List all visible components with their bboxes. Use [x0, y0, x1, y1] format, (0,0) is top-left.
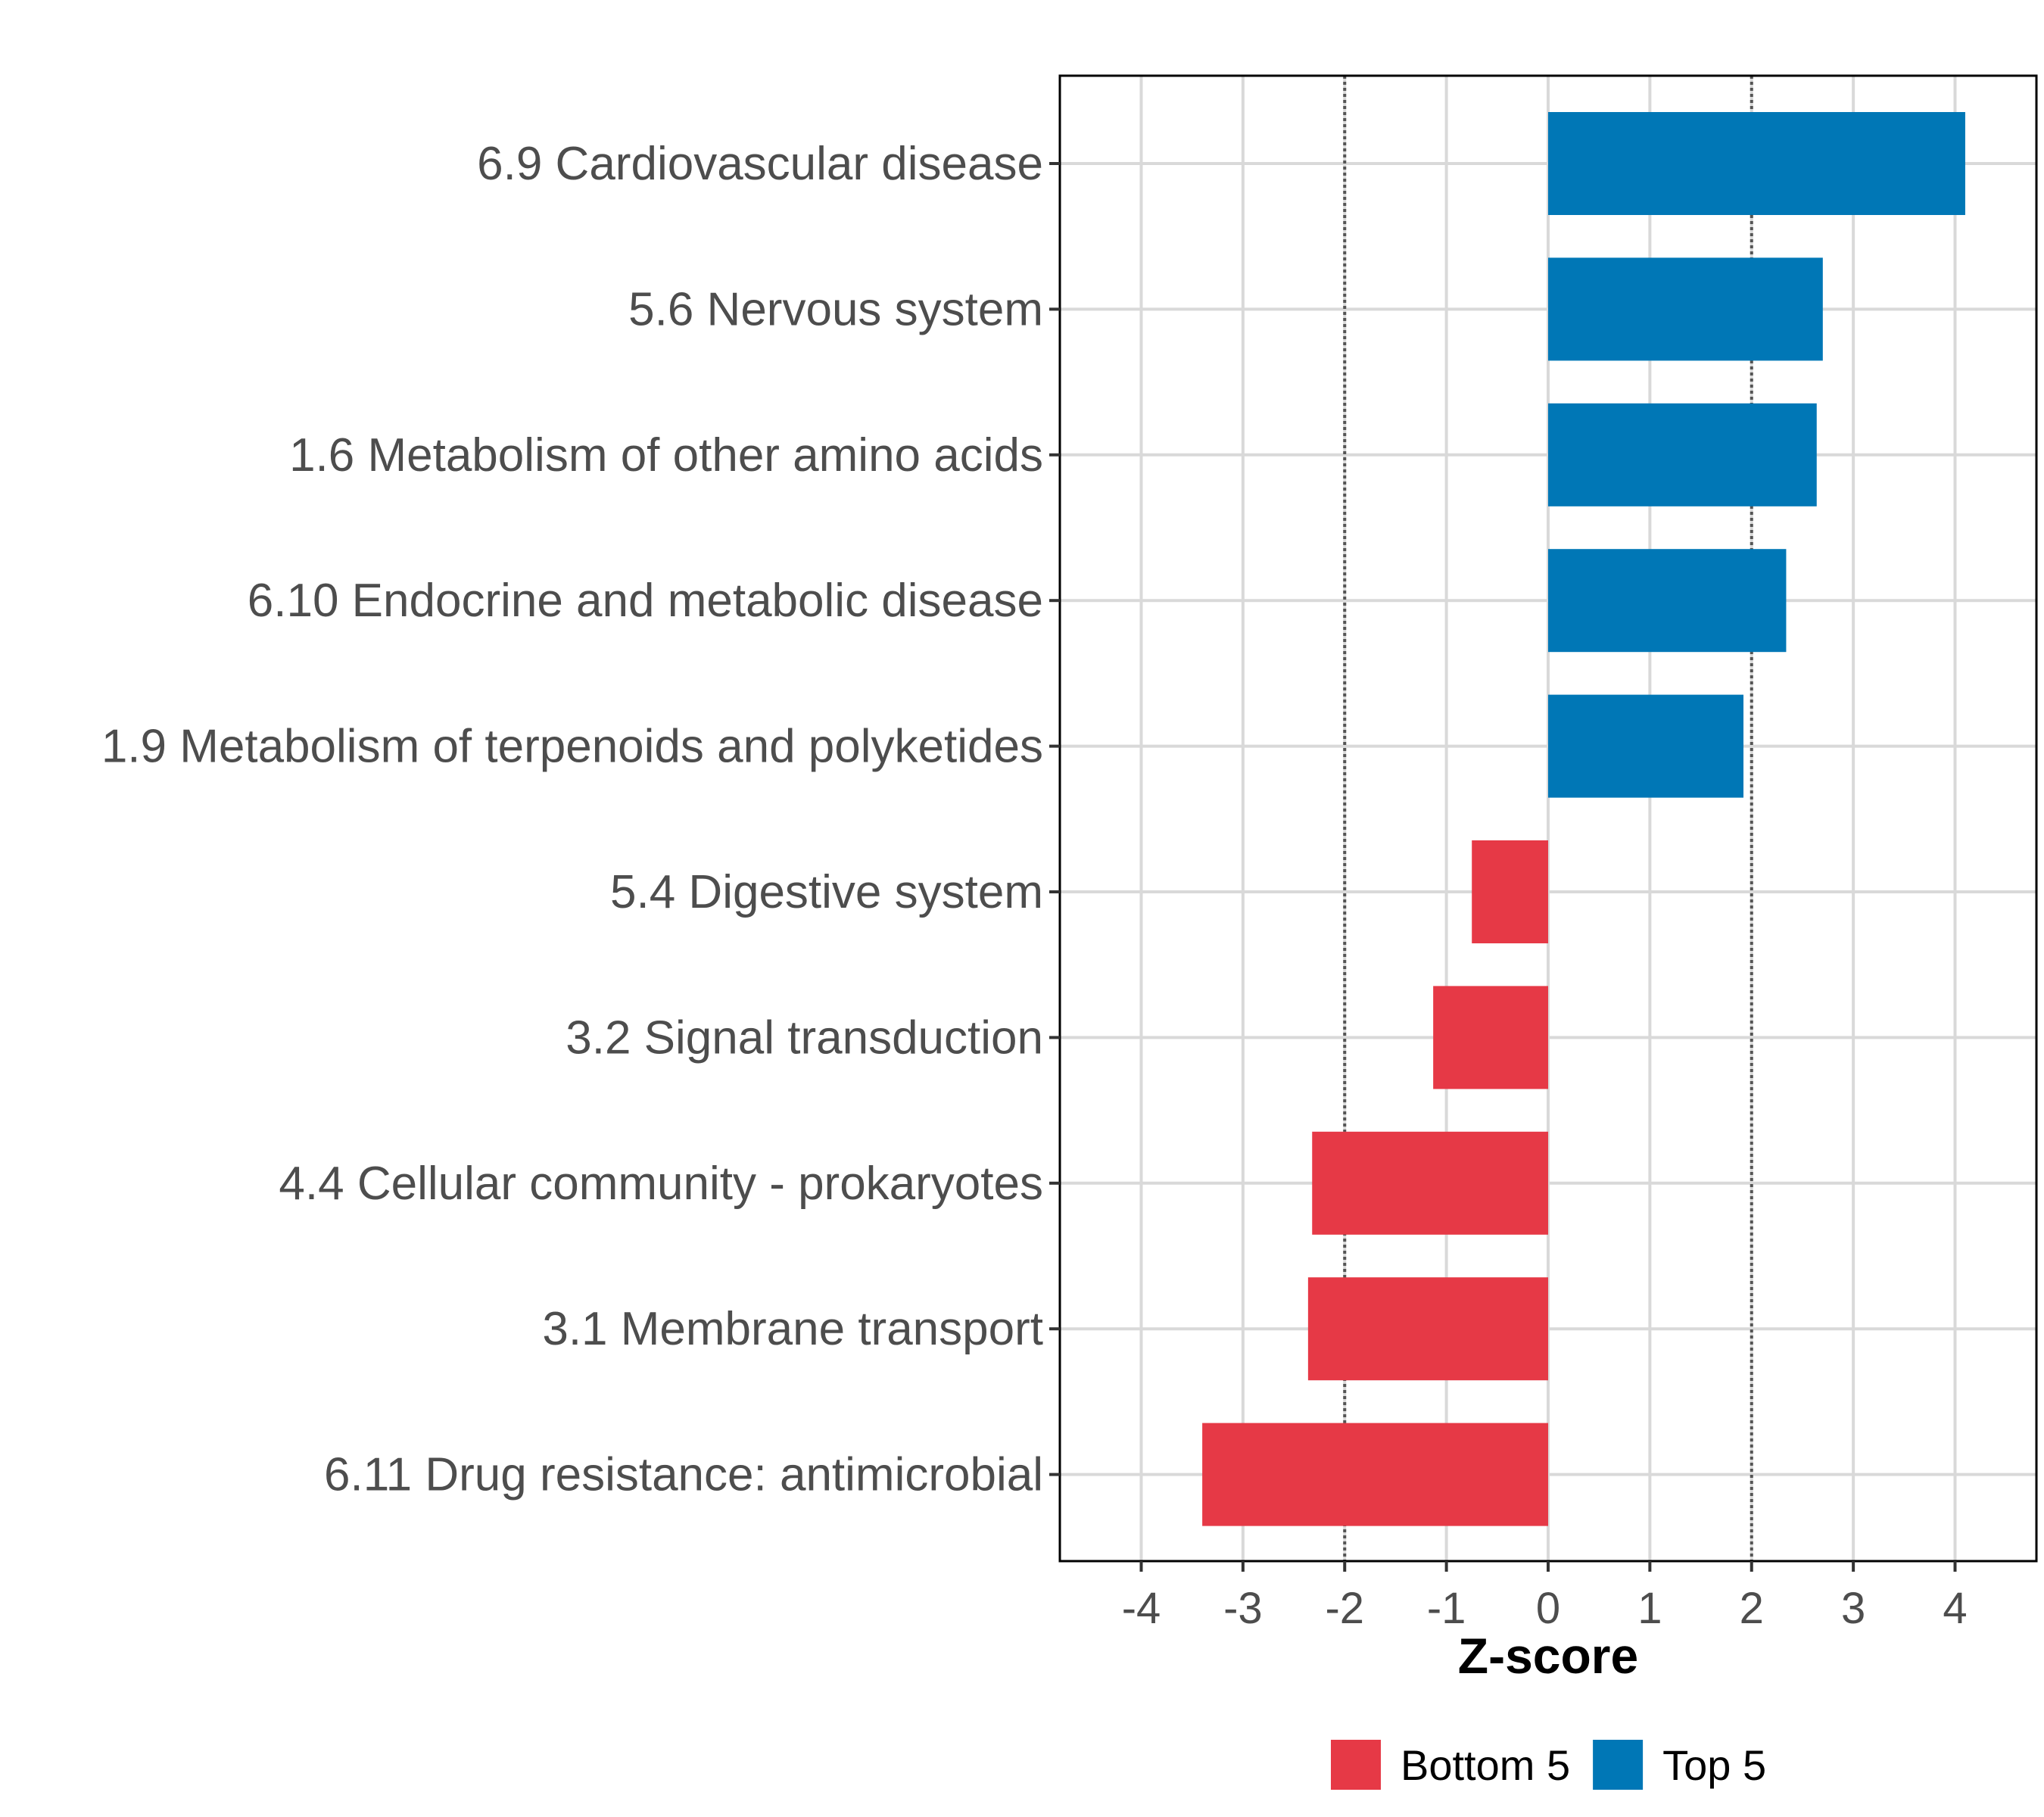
x-tick-label: 0: [1536, 1584, 1560, 1633]
x-tick-label: -4: [1122, 1584, 1161, 1633]
bar-top: [1548, 694, 1743, 798]
category-label: 6.9 Cardiovascular disease: [477, 138, 1043, 190]
category-label: 6.10 Endocrine and metabolic disease: [248, 575, 1043, 627]
bar-bottom: [1312, 1131, 1548, 1235]
category-label: 5.6 Nervous system: [628, 283, 1043, 335]
category-label: 3.1 Membrane transport: [542, 1303, 1043, 1355]
x-axis-ticks: -4 -3 -2 -1 0 1 2 3 4: [1122, 1561, 1968, 1633]
x-axis-title: Z-score: [1458, 1628, 1638, 1684]
bars: [1202, 112, 1965, 1526]
bar-top: [1548, 257, 1823, 361]
bar-top: [1548, 112, 1965, 215]
category-label: 6.11 Drug resistance: antimicrobial: [324, 1449, 1043, 1501]
y-axis-ticks: 6.9 Cardiovascular disease 5.6 Nervous sy…: [101, 138, 1060, 1501]
category-label: 3.2 Signal transduction: [566, 1011, 1043, 1064]
x-tick-label: -1: [1427, 1584, 1466, 1633]
bar-bottom: [1433, 986, 1548, 1089]
legend-swatch: [1331, 1740, 1381, 1790]
bar-bottom: [1307, 1277, 1548, 1381]
bar-top: [1548, 403, 1817, 506]
x-tick-label: 1: [1637, 1584, 1662, 1633]
x-tick-label: -2: [1325, 1584, 1364, 1633]
x-tick-label: 4: [1943, 1584, 1967, 1633]
x-tick-label: 2: [1740, 1584, 1764, 1633]
x-tick-label: 3: [1841, 1584, 1865, 1633]
category-label: 5.4 Digestive system: [610, 866, 1043, 918]
category-label: 4.4 Cellular community - prokaryotes: [279, 1158, 1043, 1210]
legend-swatch: [1593, 1740, 1644, 1790]
x-tick-label: -3: [1223, 1584, 1263, 1633]
legend: Bottom 5 Top 5: [1331, 1740, 1766, 1790]
category-label: 1.9 Metabolism of terpenoids and polyket…: [101, 721, 1043, 773]
legend-label: Bottom 5: [1401, 1741, 1570, 1789]
bar-top: [1548, 549, 1787, 653]
legend-label: Top 5: [1662, 1741, 1766, 1789]
category-label: 1.6 Metabolism of other amino acids: [289, 429, 1043, 482]
bar-bottom: [1472, 840, 1548, 943]
bar-bottom: [1202, 1423, 1548, 1526]
